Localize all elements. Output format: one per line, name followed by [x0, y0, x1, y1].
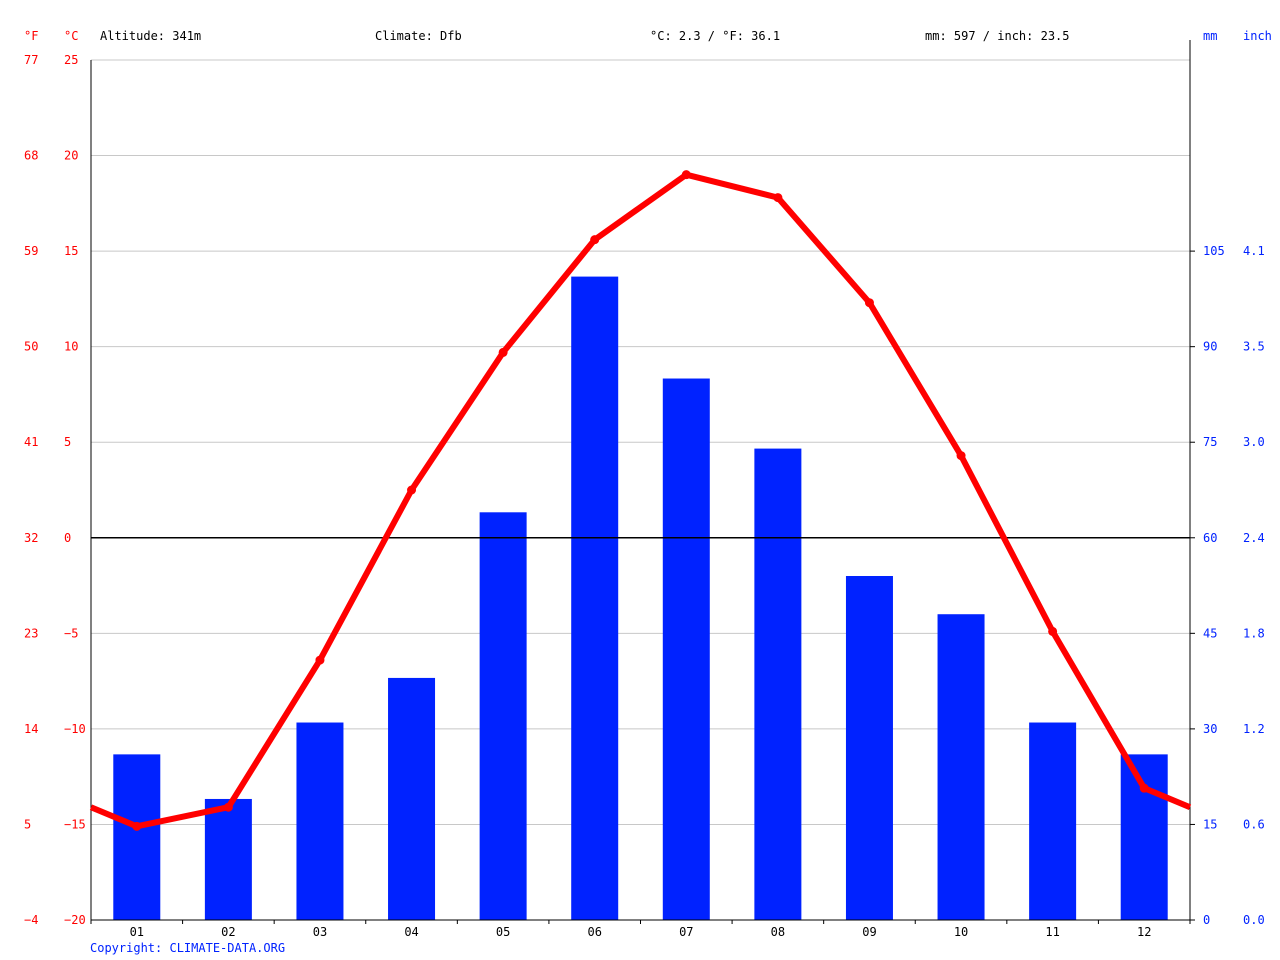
inch-tick-label: 2.4 — [1243, 531, 1265, 545]
fahrenheit-tick-label: 14 — [24, 722, 38, 736]
unit-inch-label: inch — [1243, 29, 1272, 43]
month-tick-label: 08 — [771, 925, 785, 939]
fahrenheit-tick-label: 23 — [24, 626, 38, 640]
month-tick-label: 02 — [221, 925, 235, 939]
mm-tick-label: 75 — [1203, 435, 1217, 449]
temperature-point — [773, 193, 783, 203]
climate-label: Climate: Dfb — [375, 29, 462, 43]
copyright-label: Copyright: CLIMATE-DATA.ORG — [90, 941, 285, 955]
precipitation-bar — [479, 512, 527, 920]
precipitation-bar — [662, 378, 710, 920]
inch-tick-label: 3.5 — [1243, 340, 1265, 354]
inch-tick-label: 3.0 — [1243, 435, 1265, 449]
month-tick-label: 03 — [313, 925, 327, 939]
unit-fahrenheit-label: °F — [24, 29, 38, 43]
precipitation-bar — [204, 798, 252, 920]
precipitation-bar — [113, 754, 161, 920]
temperature-line — [89, 170, 1192, 831]
inch-tick-label: 4.1 — [1243, 244, 1265, 258]
month-tick-label: 11 — [1045, 925, 1059, 939]
fahrenheit-tick-label: 59 — [24, 244, 38, 258]
month-tick-label: 07 — [679, 925, 693, 939]
temperature-point — [1048, 626, 1058, 636]
mm-tick-label: 45 — [1203, 626, 1217, 640]
fahrenheit-tick-label: 5 — [24, 817, 31, 831]
temperature-point — [1139, 783, 1149, 793]
precipitation-bar — [296, 722, 344, 920]
precipitation-bar — [388, 677, 436, 920]
temperature-point — [315, 655, 325, 665]
inch-tick-label: 1.8 — [1243, 626, 1265, 640]
temperature-point — [132, 821, 142, 831]
mm-tick-label: 60 — [1203, 531, 1217, 545]
fahrenheit-tick-label: 41 — [24, 435, 38, 449]
celsius-tick-label: 10 — [64, 340, 78, 354]
mm-tick-label: 90 — [1203, 340, 1217, 354]
temperature-series-line — [89, 171, 1192, 830]
unit-mm-label: mm — [1203, 29, 1217, 43]
left-axis-ticks: 77 25 68 20 59 15 50 10 41 5 32 0 23 −5 14 −10 5 −15 −4 −20 — [24, 53, 86, 927]
month-tick-label: 04 — [404, 925, 418, 939]
precipitation-bar — [937, 614, 985, 920]
unit-celsius-label: °C — [64, 29, 78, 43]
precipitation-bar — [845, 576, 893, 920]
celsius-tick-label: 20 — [64, 149, 78, 163]
precipitation-summary: mm: 597 / inch: 23.5 — [925, 29, 1070, 43]
month-tick-label: 05 — [496, 925, 510, 939]
temperature-summary: °C: 2.3 / °F: 36.1 — [650, 29, 780, 43]
altitude-label: Altitude: 341m — [100, 29, 201, 43]
inch-tick-label: 1.2 — [1243, 722, 1265, 736]
right-axis-ticks: 105 4.1 90 3.5 75 3.0 60 2.4 45 1.8 30 1.2 15 0.6 0 0.0 — [1190, 244, 1265, 927]
precipitation-bar — [571, 276, 619, 920]
mm-tick-label: 0 — [1203, 913, 1210, 927]
inch-tick-label: 0.0 — [1243, 913, 1265, 927]
mm-tick-label: 105 — [1203, 244, 1225, 258]
fahrenheit-tick-label: 68 — [24, 149, 38, 163]
month-tick-label: 01 — [130, 925, 144, 939]
precipitation-bar — [1029, 722, 1077, 920]
mm-tick-label: 30 — [1203, 722, 1217, 736]
temperature-point — [407, 485, 417, 495]
celsius-tick-label: 15 — [64, 244, 78, 258]
celsius-tick-label: 0 — [64, 531, 71, 545]
temperature-point — [956, 451, 966, 461]
mm-tick-label: 15 — [1203, 817, 1217, 831]
temperature-point — [864, 298, 874, 308]
fahrenheit-tick-label: 50 — [24, 340, 38, 354]
x-axis-ticks: 01 02 03 04 05 06 07 08 09 10 11 12 — [130, 925, 1152, 939]
month-tick-label: 10 — [954, 925, 968, 939]
precipitation-bar — [754, 448, 802, 920]
celsius-tick-label: 25 — [64, 53, 78, 67]
temperature-point — [681, 170, 691, 180]
axes — [90, 40, 1191, 924]
month-tick-label: 12 — [1137, 925, 1151, 939]
temperature-point — [590, 235, 600, 245]
fahrenheit-tick-label: 32 — [24, 531, 38, 545]
gridlines — [91, 59, 1190, 921]
precipitation-bars — [113, 276, 1168, 920]
temperature-point — [223, 802, 233, 812]
celsius-tick-label: 5 — [64, 435, 71, 449]
fahrenheit-tick-label: −4 — [24, 913, 38, 927]
celsius-tick-label: −10 — [64, 722, 86, 736]
celsius-tick-label: −20 — [64, 913, 86, 927]
celsius-tick-label: −5 — [64, 626, 78, 640]
fahrenheit-tick-label: 77 — [24, 53, 38, 67]
month-tick-label: 09 — [862, 925, 876, 939]
month-tick-label: 06 — [587, 925, 601, 939]
temperature-point — [498, 347, 508, 357]
precipitation-bar — [1120, 754, 1168, 920]
inch-tick-label: 0.6 — [1243, 817, 1265, 831]
celsius-tick-label: −15 — [64, 817, 86, 831]
